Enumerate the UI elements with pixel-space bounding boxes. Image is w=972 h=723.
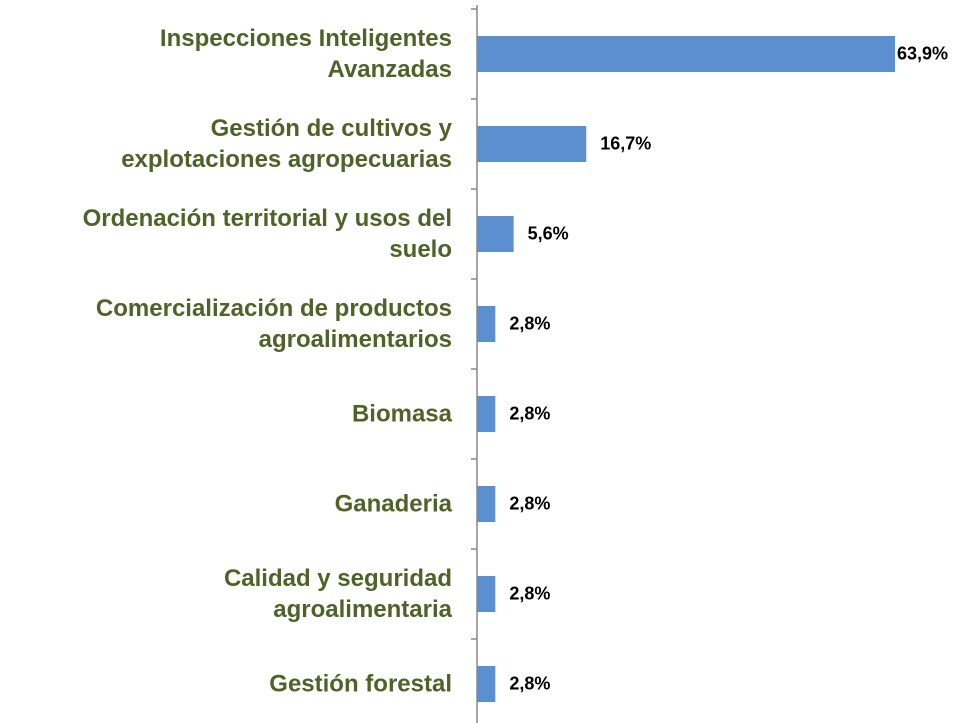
value-label: 63,9%: [897, 43, 949, 64]
value-label: 2,8%: [509, 313, 551, 334]
category-label: Calidad y seguridad agroalimentaria: [223, 565, 452, 623]
category-label: Inspecciones Inteligentes Avanzadas: [159, 25, 452, 83]
category-label: Ordenación territorial y usos del suelo: [82, 205, 452, 263]
bar: [477, 306, 496, 342]
bar: [477, 486, 496, 522]
bar: [477, 36, 895, 72]
category-label: Ganaderia: [334, 490, 452, 518]
value-label: 2,8%: [509, 673, 551, 694]
value-label: 2,8%: [509, 583, 551, 604]
category-label: Gestión de cultivos y explotaciones agro…: [121, 115, 452, 173]
category-label: Comercialización de productos agroalimen…: [95, 295, 452, 353]
category-label: Biomasa: [351, 400, 452, 428]
bar: [477, 396, 496, 432]
value-label: 2,8%: [509, 493, 551, 514]
bar: [477, 576, 496, 612]
category-label: Gestión forestal: [269, 670, 452, 698]
bar: [477, 666, 496, 702]
bar: [477, 126, 587, 162]
bar: [477, 216, 514, 252]
value-label: 2,8%: [509, 403, 551, 424]
value-label: 5,6%: [527, 223, 569, 244]
value-label: 16,7%: [600, 133, 652, 154]
